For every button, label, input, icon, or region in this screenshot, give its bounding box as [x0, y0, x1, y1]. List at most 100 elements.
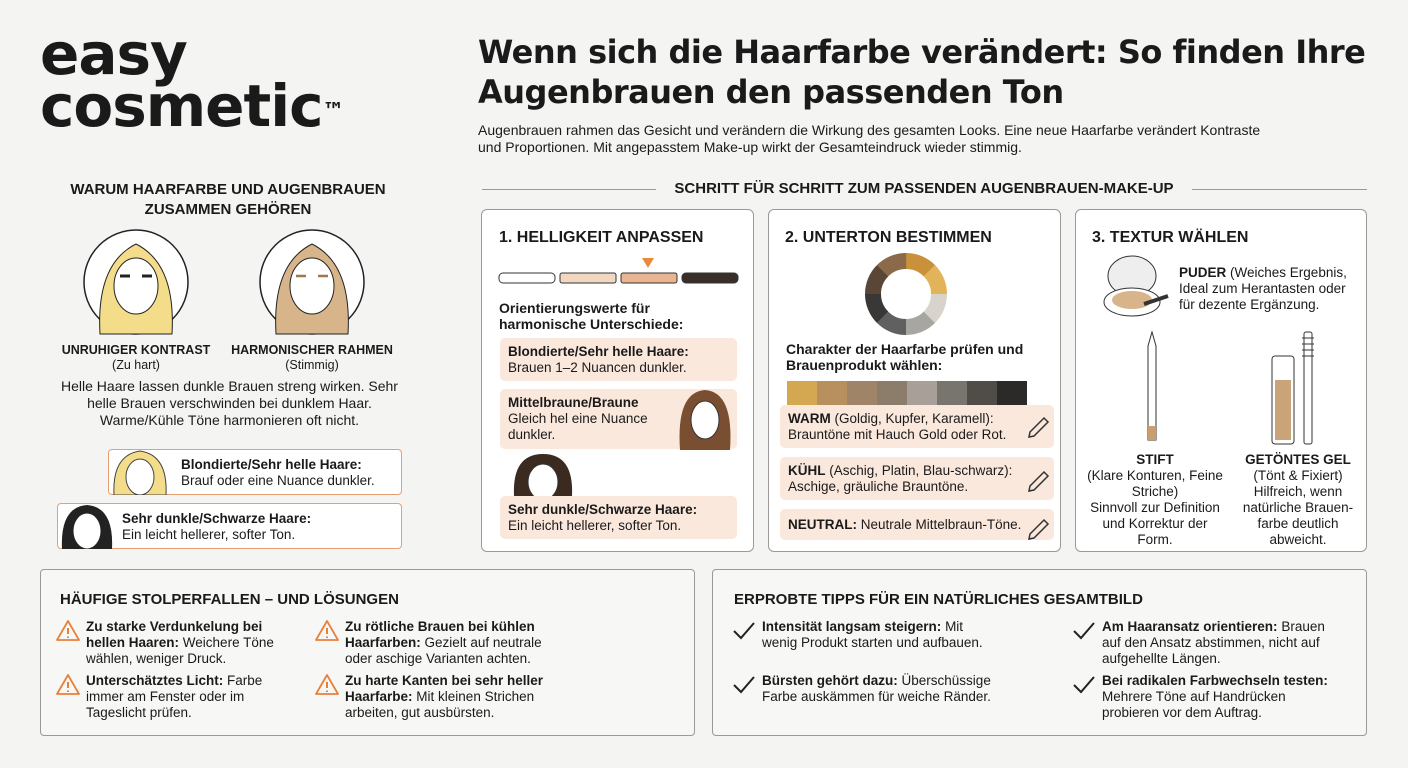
list-item: Zu rötliche Brauen bei kühlen Haarfarben… — [345, 619, 560, 667]
item-bold: Am Haaransatz orientieren: — [1102, 619, 1278, 634]
warn-icon — [315, 620, 339, 641]
item-note: (Klare Konturen, Feine Striche) — [1087, 468, 1223, 499]
check-icon — [1073, 676, 1095, 694]
tip-face — [61, 505, 113, 549]
brand-line: cosmetic — [40, 72, 324, 140]
check-icon — [733, 676, 755, 694]
face-label: HARMONISCHER RAHMEN — [231, 343, 393, 357]
gel-text: GETÖNTES GEL (Tönt & Fixiert) Hilfreich, w… — [1236, 452, 1360, 548]
step-subtitle: Orientierungswerte für harmonische Unter… — [499, 300, 684, 332]
step-title: 3. TEXTUR WÄHLEN — [1092, 229, 1249, 246]
item-text: Mit kleinen Strichen arbeiten, gut ausbü… — [345, 689, 535, 720]
check-icon — [1073, 622, 1095, 640]
item-bold: Unterschätztes Licht: — [86, 673, 224, 688]
step-title: 1. HELLIGKEIT ANPASSEN — [499, 229, 704, 246]
list-item: Intensität langsam steigern: Mit wenig P… — [762, 619, 992, 651]
item-bold: Zu rötliche Brauen bei kühlen Haarfarben… — [345, 619, 535, 650]
item-text: Weichere Töne wählen, weniger Druck. — [86, 635, 274, 666]
step-title: 2. UNTERTON BESTIMMEN — [785, 229, 992, 246]
tip-bold: Blondierte/Sehr helle Haare: — [181, 457, 362, 472]
item-bold: Intensität langsam steigern: — [762, 619, 942, 634]
item-text: Neutrale Mittelbraun-Töne. — [860, 517, 1022, 532]
faces — [83, 229, 365, 335]
list-item: Am Haaransatz orientieren: Brauen auf de… — [1102, 619, 1332, 667]
face-caption: HARMONISCHER RAHMEN (Stimmig) — [222, 343, 402, 373]
warn-icon — [56, 620, 80, 641]
brand-tm: ™ — [322, 99, 345, 124]
item-text: (Goldig, Kupfer, Karamell): Brauntöne mi… — [788, 411, 1007, 442]
pitfalls-panel — [40, 569, 695, 736]
item-bold: PUDER — [1179, 265, 1227, 280]
face-caption: UNRUHIGER KONTRAST (Zu hart) — [46, 343, 226, 373]
panel-heading: HÄUFIGE STOLPERFALLEN – UND LÖSUNGEN — [60, 591, 399, 608]
tip-box: Sehr dunkle/Schwarze Haare: Ein leicht he… — [57, 503, 402, 549]
item-text: Gezielt auf neutrale oder aschige Varian… — [345, 635, 542, 666]
item-bold: Zu harte Kanten bei sehr heller Haarfarb… — [345, 673, 544, 704]
face-icon — [679, 390, 731, 450]
item-bold: Zu starke Verdunkelung bei hellen Haaren… — [86, 619, 263, 650]
item-text: Mehrere Töne auf Handrücken probieren vo… — [1102, 689, 1286, 720]
list-item: Bürsten gehört dazu: Überschüssige Farbe… — [762, 673, 992, 705]
item-text: (Aschig, Platin, Blau-schwarz): Aschige,… — [788, 463, 1013, 494]
item-text: Mit wenig Produkt starten und aufbauen. — [762, 619, 983, 650]
item-bold: Mittelbraune/Braune — [508, 395, 639, 410]
item-text: Ein leicht hellerer, softer Ton. — [508, 518, 682, 533]
swatches — [787, 381, 1027, 405]
item-bold: WARM — [788, 411, 831, 426]
color-wheel — [865, 253, 947, 335]
face-note: (Zu hart) — [112, 358, 160, 372]
item-text: (Weiches Ergebnis, Ideal zum Herantasten… — [1179, 265, 1347, 312]
item-text: Brauen auf den Ansatz abstimmen, nicht a… — [1102, 619, 1325, 666]
item-note: (Tönt & Fixiert) — [1253, 468, 1343, 483]
step-item: NEUTRAL: Neutrale Mittelbraun-Töne. — [780, 509, 1054, 540]
check-icon — [733, 622, 755, 640]
list-item: Unterschätztes Licht: Farbe immer am Fen… — [86, 673, 301, 721]
item-bold: GETÖNTES GEL — [1245, 452, 1351, 467]
item-bold: Bürsten gehört dazu: — [762, 673, 898, 688]
gel-icon — [1271, 331, 1314, 445]
face-note: (Stimmig) — [285, 358, 339, 372]
brightness-scale — [498, 258, 739, 284]
item-text: Sinnvoll zur Definition und Korrektur de… — [1090, 500, 1220, 547]
stift-text: STIFT (Klare Konturen, Feine Striche) Sinn… — [1085, 452, 1225, 548]
item-text: Brauen 1–2 Nuancen dunkler. — [508, 360, 687, 375]
list-item: Zu starke Verdunkelung bei hellen Haaren… — [86, 619, 301, 667]
tip-face — [113, 450, 167, 495]
puder-text: PUDER (Weiches Ergebnis, Ideal zum Heran… — [1179, 265, 1364, 313]
step-subtitle: Charakter der Haarfarbe prüfen und Braue… — [786, 341, 1024, 373]
tip-bold: Sehr dunkle/Schwarze Haare: — [122, 511, 312, 526]
powder-icon — [1103, 255, 1169, 317]
brand-line: easy — [40, 20, 188, 88]
pencil-icons — [1028, 416, 1050, 540]
face-icon — [513, 454, 573, 496]
item-text: Gleich hel eine Nuance dunkler. — [508, 411, 648, 442]
item-bold: Sehr dunkle/Schwarze Haare: — [508, 502, 698, 517]
section-heading: SCHRITT FÜR SCHRITT ZUM PASSENDEN AUGENB… — [656, 179, 1192, 199]
item-bold: NEUTRAL: — [788, 517, 857, 532]
item-text: Hilfreich, wenn natürliche Brauen-farbe … — [1242, 484, 1354, 547]
warn-icon — [315, 674, 339, 695]
step-item: KÜHL (Aschig, Platin, Blau-schwarz): Asc… — [780, 457, 1054, 500]
list-item: Bei radikalen Farbwechseln testen: Mehre… — [1102, 673, 1332, 721]
item-text: Überschüssige Farbe auskämmen für weiche… — [762, 673, 991, 704]
list-item: Zu harte Kanten bei sehr heller Haarfarb… — [345, 673, 560, 721]
brand: easy cosmetic™ — [40, 25, 345, 135]
item-text: Farbe immer am Fenster oder im Tageslich… — [86, 673, 263, 720]
pencil-icon — [1147, 330, 1157, 441]
face-label: UNRUHIGER KONTRAST — [61, 343, 211, 357]
tips-panel — [712, 569, 1367, 736]
why-text: Helle Haare lassen dunkle Brauen streng … — [61, 378, 398, 428]
step-item: Blondierte/Sehr helle Haare: Brauen 1–2 N… — [500, 338, 737, 381]
step-item: WARM (Goldig, Kupfer, Karamell): Brauntö… — [780, 405, 1054, 448]
item-bold: STIFT — [1136, 452, 1174, 467]
tip-text: Brauf oder eine Nuance dunkler. — [181, 473, 375, 488]
item-bold: Blondierte/Sehr helle Haare: — [508, 344, 689, 359]
item-bold: KÜHL — [788, 463, 826, 478]
section-heading: WARUM HAARFARBE UND AUGENBRAUEN ZUSAMMEN… — [70, 181, 386, 218]
warn-icon — [56, 674, 80, 695]
tip-text: Ein leicht hellerer, softer Ton. — [122, 527, 296, 542]
step-item: Sehr dunkle/Schwarze Haare: Ein leicht he… — [500, 496, 737, 539]
item-bold: Bei radikalen Farbwechseln testen: — [1102, 673, 1328, 688]
panel-heading: ERPROBTE TIPPS FÜR EIN NATÜRLICHES GESAM… — [734, 591, 1143, 608]
